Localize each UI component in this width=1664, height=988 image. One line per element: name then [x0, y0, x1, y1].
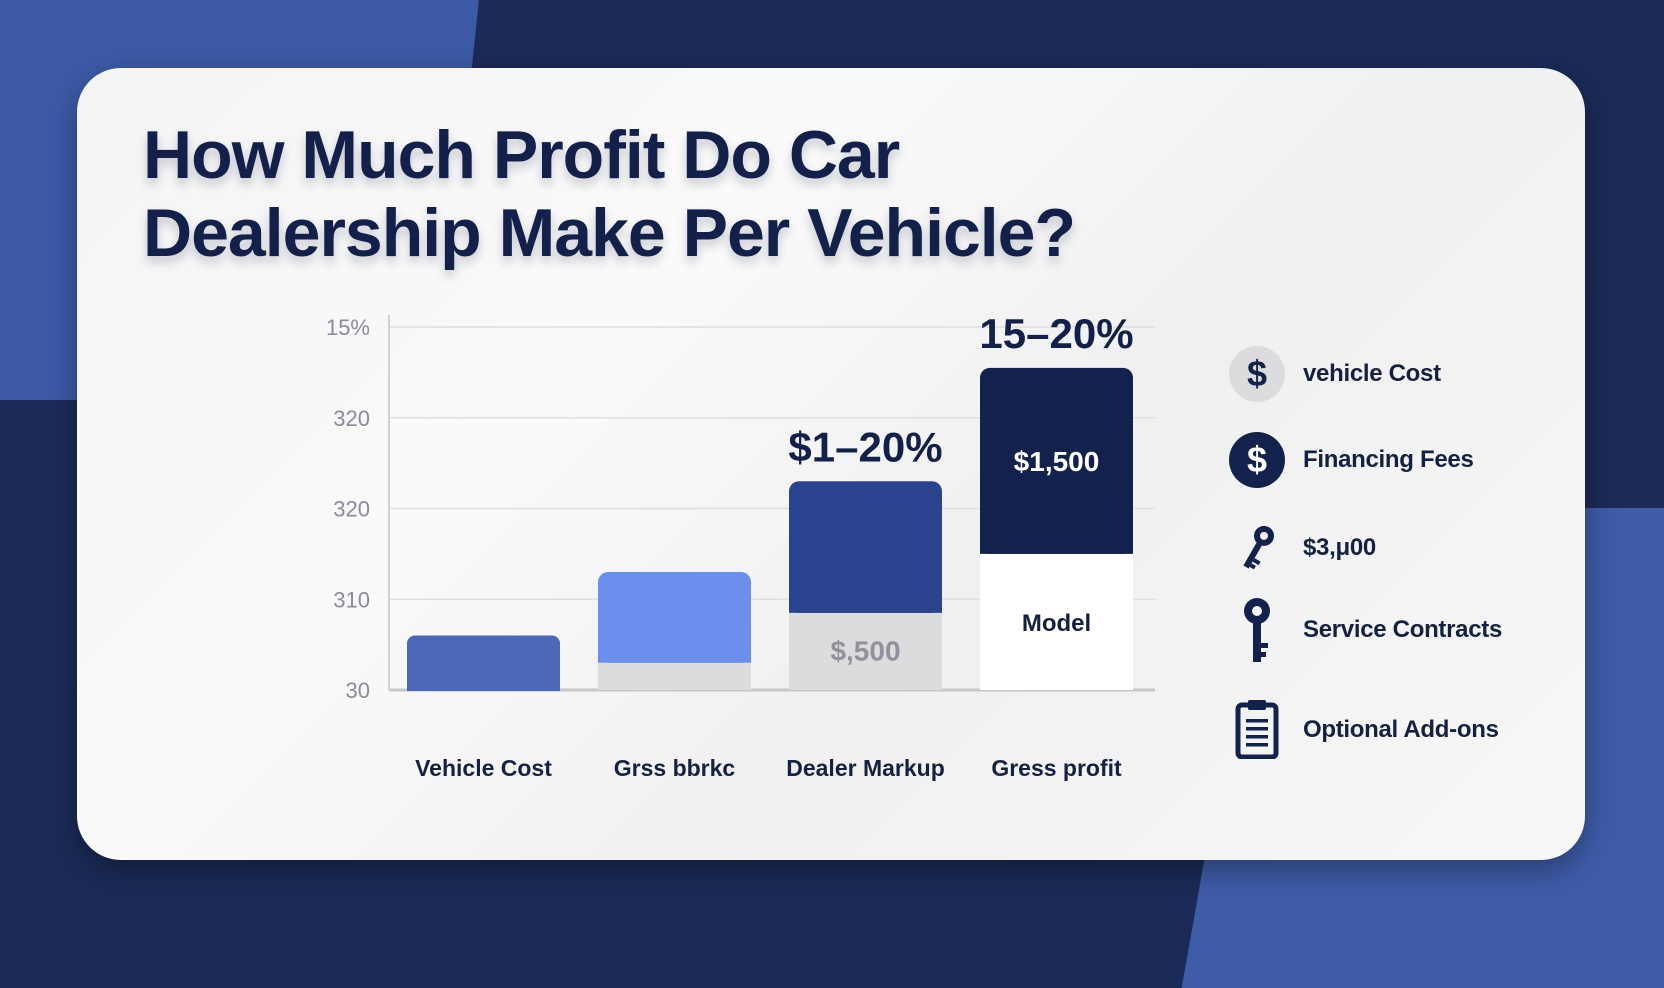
- bar-segment-top-fill: [598, 584, 751, 663]
- dollar-coin-dark-icon: $: [1227, 430, 1287, 490]
- bar-bottom-label: $,500: [830, 635, 900, 666]
- bar-segment-bottom: [980, 553, 1133, 690]
- legend-item-financing-fees: $ Financing Fees: [1227, 430, 1567, 490]
- y-tick-label: 15%: [326, 315, 370, 340]
- bar-segment-top-fill: [980, 379, 1133, 554]
- clipboard-icon: [1227, 696, 1287, 762]
- bar-top-label: $1,500: [1014, 446, 1100, 477]
- x-category-label: Dealer Markup: [786, 755, 945, 781]
- legend-label: Optional Add-ons: [1303, 716, 1499, 743]
- small-key-icon: [1227, 518, 1287, 578]
- dollar-coin-light-icon: $: [1227, 344, 1287, 404]
- bar-chart: 30 310 320 320 15% Vehicle Cost Grss bbrkc $,50…: [326, 310, 1155, 781]
- large-key-icon: [1227, 596, 1287, 666]
- legend-item-service-contracts: Service Contracts: [1227, 598, 1567, 662]
- content-card: How Much Profit Do Car Dealership Make P…: [77, 68, 1585, 860]
- bar-segment-top-fill: [789, 493, 942, 613]
- page-title: How Much Profit Do Car Dealership Make P…: [143, 117, 1076, 271]
- bar-segment-bottom: [789, 612, 942, 690]
- y-tick-label: 30: [346, 678, 370, 703]
- x-category-label: Gress profit: [991, 755, 1122, 781]
- legend: $ vehicle Cost $ Financing Fees: [1227, 68, 1567, 860]
- legend-item-key-small: $3,μ00: [1227, 518, 1567, 578]
- legend-label: Service Contracts: [1303, 616, 1502, 643]
- bar-header-label: $1–20%: [788, 423, 942, 470]
- legend-label: Financing Fees: [1303, 446, 1474, 473]
- bar-header-label: 15–20%: [979, 310, 1133, 357]
- x-category-label: Grss bbrkc: [614, 755, 736, 781]
- y-tick-label: 320: [333, 497, 370, 522]
- legend-item-optional-add-ons: Optional Add-ons: [1227, 700, 1567, 760]
- y-tick-label: 320: [333, 406, 370, 431]
- legend-label: vehicle Cost: [1303, 360, 1441, 387]
- legend-label: $3,μ00: [1303, 534, 1376, 561]
- bar-segment-fill: [407, 645, 560, 691]
- legend-item-vehicle-cost: $ vehicle Cost: [1227, 344, 1567, 404]
- y-tick-label: 310: [333, 587, 370, 612]
- bar-segment-bottom: [598, 662, 751, 690]
- bar-bottom-label: Model: [1022, 610, 1091, 637]
- x-category-label: Vehicle Cost: [415, 755, 552, 781]
